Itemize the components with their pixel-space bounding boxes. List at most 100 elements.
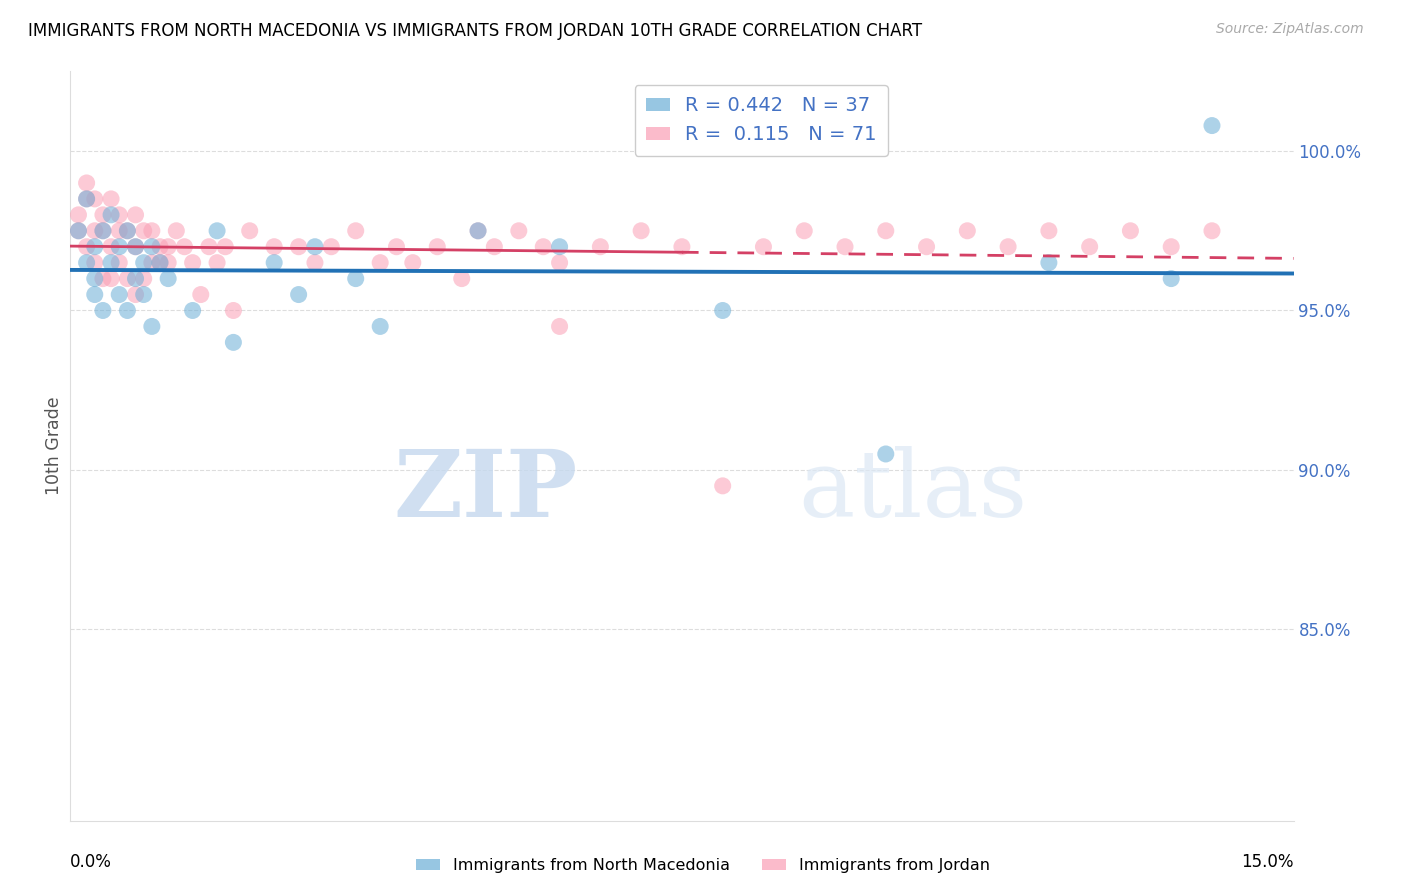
Point: [132, 255, 155, 269]
Point: [117, 224, 139, 238]
Point: [108, 208, 131, 222]
Point: [76, 192, 98, 206]
Point: [344, 224, 367, 238]
Point: [91, 208, 114, 222]
Point: [181, 303, 204, 318]
Point: [124, 271, 146, 285]
Text: 15.0%: 15.0%: [1241, 853, 1294, 871]
Point: [91, 224, 114, 238]
Point: [915, 240, 938, 254]
Point: [149, 255, 172, 269]
Point: [467, 224, 489, 238]
Point: [141, 319, 163, 334]
Point: [531, 240, 554, 254]
Text: atlas: atlas: [799, 446, 1028, 536]
Point: [239, 224, 262, 238]
Point: [108, 240, 131, 254]
Point: [1078, 240, 1101, 254]
Text: IMMIGRANTS FROM NORTH MACEDONIA VS IMMIGRANTS FROM JORDAN 10TH GRADE CORRELATION: IMMIGRANTS FROM NORTH MACEDONIA VS IMMIG…: [28, 22, 922, 40]
Point: [124, 287, 146, 301]
Point: [100, 192, 122, 206]
Point: [100, 240, 122, 254]
Point: [548, 240, 571, 254]
Point: [149, 255, 172, 269]
Point: [83, 287, 105, 301]
Point: [304, 240, 326, 254]
Point: [124, 240, 146, 254]
Point: [263, 255, 285, 269]
Point: [834, 240, 856, 254]
Point: [222, 303, 245, 318]
Point: [124, 208, 146, 222]
Point: [117, 271, 139, 285]
Point: [1201, 224, 1223, 238]
Point: [304, 255, 326, 269]
Point: [589, 240, 612, 254]
Y-axis label: 10th Grade: 10th Grade: [45, 397, 63, 495]
Text: 0.0%: 0.0%: [70, 853, 112, 871]
Point: [76, 192, 98, 206]
Point: [100, 208, 122, 222]
Legend: Immigrants from North Macedonia, Immigrants from Jordan: Immigrants from North Macedonia, Immigra…: [411, 852, 995, 880]
Point: [132, 224, 155, 238]
Point: [83, 240, 105, 254]
Point: [132, 271, 155, 285]
Point: [385, 240, 408, 254]
Point: [205, 255, 228, 269]
Point: [67, 208, 90, 222]
Point: [1119, 224, 1142, 238]
Point: [287, 240, 309, 254]
Point: [83, 271, 105, 285]
Point: [76, 255, 98, 269]
Point: [368, 319, 391, 334]
Point: [875, 224, 897, 238]
Point: [548, 319, 571, 334]
Point: [222, 335, 245, 350]
Point: [132, 287, 155, 301]
Point: [263, 240, 285, 254]
Point: [997, 240, 1019, 254]
Point: [630, 224, 652, 238]
Point: [76, 240, 98, 254]
Point: [752, 240, 775, 254]
Point: [368, 255, 391, 269]
Point: [76, 176, 98, 190]
Point: [165, 224, 187, 238]
Legend: R = 0.442   N = 37, R =  0.115   N = 71: R = 0.442 N = 37, R = 0.115 N = 71: [634, 85, 889, 156]
Point: [91, 303, 114, 318]
Point: [157, 240, 180, 254]
Point: [402, 255, 425, 269]
Point: [287, 287, 309, 301]
Point: [956, 224, 979, 238]
Point: [426, 240, 449, 254]
Point: [671, 240, 693, 254]
Point: [1038, 224, 1060, 238]
Point: [108, 287, 131, 301]
Point: [100, 271, 122, 285]
Point: [711, 303, 734, 318]
Point: [173, 240, 195, 254]
Text: Source: ZipAtlas.com: Source: ZipAtlas.com: [1216, 22, 1364, 37]
Point: [875, 447, 897, 461]
Point: [141, 255, 163, 269]
Point: [83, 192, 105, 206]
Point: [321, 240, 343, 254]
Point: [1201, 119, 1223, 133]
Point: [117, 303, 139, 318]
Text: ZIP: ZIP: [394, 446, 578, 536]
Point: [1038, 255, 1060, 269]
Point: [548, 255, 571, 269]
Point: [157, 271, 180, 285]
Point: [83, 255, 105, 269]
Point: [108, 224, 131, 238]
Point: [484, 240, 506, 254]
Point: [344, 271, 367, 285]
Point: [117, 224, 139, 238]
Point: [67, 224, 90, 238]
Point: [508, 224, 530, 238]
Point: [214, 240, 236, 254]
Point: [108, 255, 131, 269]
Point: [141, 240, 163, 254]
Point: [157, 255, 180, 269]
Point: [205, 224, 228, 238]
